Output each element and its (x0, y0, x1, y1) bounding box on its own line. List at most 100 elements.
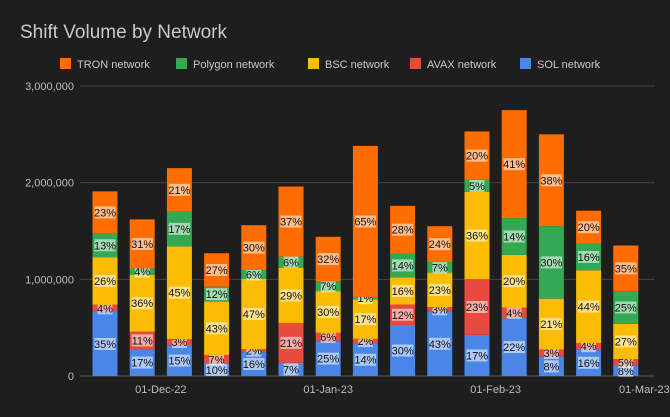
data-label-bg (172, 336, 187, 349)
y-axis: 0 1,000,000 2,000,000 3,000,000 (25, 81, 74, 383)
data-label: 25% (317, 354, 339, 366)
data-label: 6% (283, 257, 299, 269)
data-label: 21% (168, 185, 190, 197)
data-label: 24% (429, 239, 451, 251)
data-label-bg (392, 223, 414, 236)
data-label: 17% (354, 314, 376, 326)
data-label-bg (280, 289, 302, 302)
data-label: 20% (466, 151, 488, 163)
data-label: 43% (206, 323, 228, 335)
data-label-bg (131, 297, 153, 310)
legend-swatch-sol-network (520, 58, 531, 69)
data-label: 35% (615, 263, 637, 275)
data-label-bg (466, 229, 488, 242)
data-label-bg (97, 302, 113, 315)
data-label: 15% (168, 356, 190, 368)
data-label: 41% (503, 159, 525, 171)
data-label: 65% (354, 216, 376, 228)
data-label-bg (206, 263, 228, 276)
data-label: 4% (581, 341, 597, 353)
data-label-bg (432, 261, 448, 274)
data-label: 5% (618, 357, 634, 369)
data-label-bg (392, 284, 414, 297)
data-label-bg (317, 352, 339, 365)
data-label: 30% (540, 257, 562, 269)
data-label: 8% (543, 361, 559, 373)
data-label: 16% (392, 286, 414, 298)
data-label-bg (466, 349, 488, 362)
data-label: 3% (171, 337, 187, 349)
data-label-bg (618, 356, 634, 369)
data-label: 23% (94, 207, 116, 219)
data-label: 14% (354, 355, 376, 367)
data-label: 8% (618, 366, 634, 378)
data-label-bg (540, 174, 562, 187)
data-label-bg (283, 256, 299, 269)
data-label-bg (429, 283, 451, 296)
data-label: 7% (320, 281, 336, 293)
legend-label-sol-network: SOL network (537, 59, 601, 71)
data-label-bg (544, 347, 559, 360)
data-label-bg (317, 305, 339, 318)
data-label: 36% (466, 231, 488, 243)
data-label-bg (206, 322, 228, 335)
data-label: 30% (392, 345, 414, 357)
data-label: 25% (615, 302, 637, 314)
data-label: 4% (97, 303, 113, 315)
data-label-bg (131, 237, 153, 250)
data-label: 31% (131, 239, 153, 251)
legend-swatch-tron-network (60, 58, 71, 69)
data-label-bg (94, 206, 116, 219)
data-label-bg (540, 256, 562, 269)
data-label-bg (168, 183, 190, 196)
data-label-bg (320, 331, 336, 344)
data-label: 12% (392, 310, 414, 322)
data-label-bg (429, 238, 451, 251)
data-label-bg (280, 215, 302, 228)
data-label-bg (503, 158, 525, 171)
data-label-bg (615, 262, 637, 275)
data-label: 20% (578, 222, 600, 234)
legend-label-tron-network: TRON network (77, 59, 150, 71)
data-label: 3% (543, 348, 559, 360)
x-tick-label: 01-Feb-23 (470, 384, 521, 396)
data-label: 7% (209, 354, 225, 366)
data-label: 38% (540, 175, 562, 187)
data-label-bg (209, 353, 224, 366)
data-label: 28% (392, 225, 414, 237)
data-label-bg (354, 353, 376, 366)
data-label-bg (615, 301, 637, 314)
data-label: 43% (429, 339, 451, 351)
data-label: 47% (243, 309, 265, 321)
data-label-bg (429, 337, 451, 350)
data-label-bg (466, 300, 488, 313)
data-label-bg (578, 300, 600, 313)
data-label-bg (243, 308, 265, 321)
data-label: 17% (131, 358, 153, 370)
data-label-bg (134, 265, 150, 278)
data-label-bg (206, 363, 228, 376)
data-label-bg (280, 336, 302, 349)
data-label: 6% (246, 269, 262, 281)
data-label: 26% (94, 276, 116, 288)
data-label: 21% (540, 319, 562, 331)
data-label: 7% (432, 262, 448, 274)
data-label: 10% (206, 365, 228, 377)
data-label: 22% (503, 342, 525, 354)
data-label: 16% (578, 252, 600, 264)
y-tick-label: 0 (68, 371, 74, 383)
legend: TRON network Polygon network BSC network AV… (60, 58, 601, 71)
data-label-bg (94, 239, 116, 252)
data-label: 2% (357, 336, 373, 348)
data-label-bg (131, 334, 153, 347)
data-label-bg (578, 356, 600, 369)
legend-label-polygon-network: Polygon network (193, 59, 275, 71)
data-label-bg (168, 354, 190, 367)
data-label-bg (503, 230, 525, 243)
data-label-bg (246, 268, 262, 281)
data-label: 6% (320, 332, 336, 344)
data-label-bg (503, 275, 525, 288)
y-tick-label: 1,000,000 (25, 274, 74, 286)
y-tick-label: 2,000,000 (25, 178, 74, 190)
data-label-bg (466, 149, 488, 162)
